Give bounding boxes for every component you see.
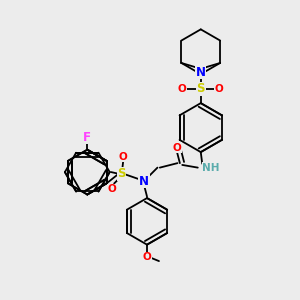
Text: O: O (142, 252, 152, 262)
Text: O: O (107, 184, 116, 194)
Text: O: O (178, 84, 187, 94)
Text: N: N (196, 66, 206, 79)
Text: F: F (83, 131, 91, 144)
Text: NH: NH (202, 163, 220, 172)
Text: O: O (119, 152, 128, 162)
Text: O: O (172, 142, 181, 153)
Text: S: S (117, 167, 126, 180)
Text: S: S (196, 82, 205, 95)
Text: N: N (139, 175, 149, 188)
Text: O: O (215, 84, 224, 94)
